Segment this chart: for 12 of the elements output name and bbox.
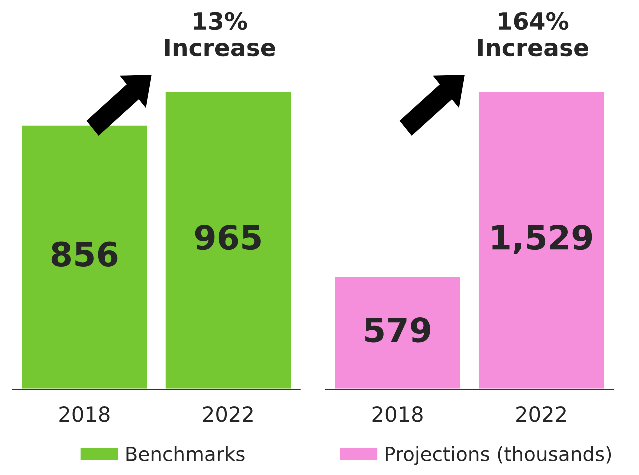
data-label: 579 bbox=[366, 318, 430, 343]
data-label: 856 bbox=[52, 242, 118, 267]
x-tick-label: 2022 bbox=[516, 406, 566, 422]
x-tick-label: 2022 bbox=[203, 406, 253, 422]
data-label: 1,529 bbox=[492, 224, 592, 254]
legend-label: Benchmarks bbox=[126, 446, 245, 462]
x-tick-label: 2018 bbox=[60, 406, 110, 422]
legend-label: Projections (thousands) bbox=[386, 446, 612, 466]
text: 13% Increase bbox=[165, 12, 276, 57]
x-tick-label: 2018 bbox=[372, 406, 423, 422]
text: 164% Increase bbox=[478, 12, 588, 57]
data-label: 965 bbox=[195, 224, 261, 250]
